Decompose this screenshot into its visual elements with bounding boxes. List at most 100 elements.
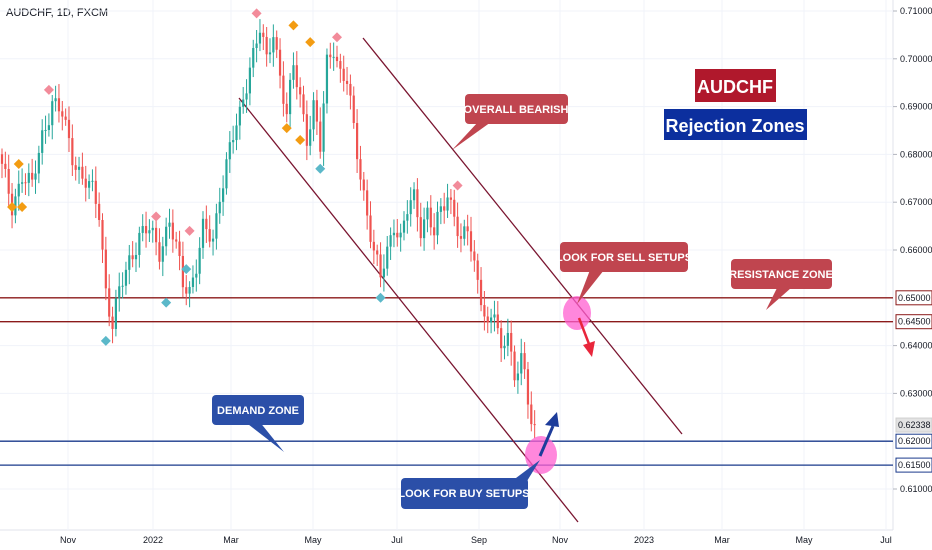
candle (215, 203, 218, 250)
candle (496, 301, 499, 335)
candle (41, 119, 44, 165)
candle (389, 227, 392, 260)
candle (436, 201, 439, 245)
candle (27, 163, 30, 197)
candle (490, 308, 493, 334)
candle (416, 178, 419, 232)
candle (141, 214, 144, 242)
candle (31, 158, 34, 187)
callout-buy-setups[interactable]: LOOK FOR BUY SETUPS (398, 460, 540, 509)
pivot-marker-high (13, 158, 24, 169)
price-tick-label: 0.61000 (900, 484, 932, 494)
time-tick-label: Sep (471, 535, 487, 545)
candle (121, 272, 124, 299)
candle (278, 38, 282, 89)
candle (292, 52, 295, 89)
candle (345, 66, 349, 95)
candle (77, 156, 81, 184)
candle (372, 229, 375, 265)
candle (486, 306, 489, 334)
candle (412, 182, 416, 209)
title-line1: AUDCHF (697, 77, 773, 97)
candle (201, 211, 205, 259)
candle (433, 213, 436, 250)
callout-resistance-zone[interactable]: RESISTANCE ZONE (729, 259, 833, 310)
pivot-marker-low (315, 163, 326, 174)
candle (315, 89, 318, 135)
time-tick-label: Mar (223, 535, 239, 545)
candle (211, 229, 215, 256)
candle (506, 318, 509, 357)
price-tick-label: 0.70000 (900, 54, 932, 64)
candle (386, 236, 389, 276)
candle (262, 24, 265, 51)
price-tag-resistance (895, 314, 932, 330)
price-tick-label: 0.68000 (900, 149, 932, 159)
candle (402, 211, 406, 241)
candle (352, 86, 355, 129)
time-tick-label: May (304, 535, 322, 545)
candle (108, 274, 111, 327)
candle (379, 242, 382, 288)
candle (510, 320, 513, 366)
pivot-markers (7, 8, 463, 346)
candle (54, 85, 57, 112)
time-tick-label: May (795, 535, 813, 545)
candle (265, 26, 268, 67)
candle (242, 87, 245, 114)
candle (446, 183, 449, 218)
candle (275, 30, 278, 58)
buy-arrow (538, 412, 559, 457)
pivot-marker-low (295, 135, 306, 146)
candle (7, 154, 10, 207)
price-tick-label: 0.67000 (900, 197, 932, 207)
candle (252, 39, 255, 78)
candle (362, 171, 365, 201)
pivot-marker-high (151, 211, 162, 222)
candle (218, 187, 221, 224)
candle (282, 61, 285, 117)
candle (98, 192, 101, 227)
candle (104, 236, 107, 301)
candle (225, 152, 228, 195)
candle (520, 338, 523, 386)
candle (479, 267, 483, 312)
title-line2-bg (664, 109, 807, 140)
candle (463, 219, 466, 246)
candle (178, 230, 181, 271)
price-tick-label: 0.71000 (900, 6, 932, 16)
time-tick-label: Nov (60, 535, 77, 545)
candle (305, 100, 308, 161)
callout-sell-setups[interactable]: LOOK FOR SELL SETUPS (556, 242, 692, 304)
candle (359, 145, 362, 191)
callout-overall-bearish[interactable]: OVERALL BEARISH (452, 94, 569, 150)
pivot-marker-low (100, 335, 111, 346)
candle (118, 272, 121, 312)
candle (17, 170, 20, 211)
pivot-marker-low (375, 292, 386, 303)
candle (47, 113, 50, 137)
pivot-marker-high (452, 180, 463, 191)
candle (272, 24, 275, 67)
candle (171, 209, 174, 253)
candle (523, 342, 526, 379)
candle (526, 361, 530, 419)
price-tag-label: 0.62338 (898, 420, 931, 430)
candle (503, 335, 506, 360)
candle (67, 106, 71, 153)
candle (114, 289, 117, 337)
pivot-marker-high (288, 20, 299, 31)
callout-demand-zone[interactable]: DEMAND ZONE (212, 395, 304, 452)
candle (443, 192, 446, 224)
candle (459, 223, 463, 253)
candle (342, 55, 345, 92)
candle (175, 231, 178, 249)
candle (205, 205, 208, 243)
pivot-marker-low (281, 123, 292, 134)
candle (165, 217, 168, 256)
candle (255, 30, 258, 63)
time-tick-label: Jul (880, 535, 892, 545)
candle (366, 179, 369, 230)
